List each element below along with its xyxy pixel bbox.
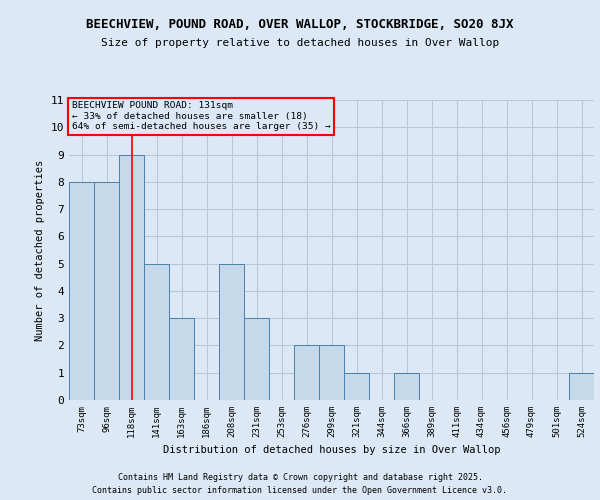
Bar: [219, 264, 244, 400]
Bar: [294, 346, 319, 400]
Text: Size of property relative to detached houses in Over Wallop: Size of property relative to detached ho…: [101, 38, 499, 48]
Bar: [144, 264, 169, 400]
Bar: [244, 318, 269, 400]
Text: Contains public sector information licensed under the Open Government Licence v3: Contains public sector information licen…: [92, 486, 508, 495]
Bar: [69, 182, 94, 400]
Text: Contains HM Land Registry data © Crown copyright and database right 2025.: Contains HM Land Registry data © Crown c…: [118, 472, 482, 482]
Bar: [169, 318, 194, 400]
Text: BEECHVIEW POUND ROAD: 131sqm
← 33% of detached houses are smaller (18)
64% of se: BEECHVIEW POUND ROAD: 131sqm ← 33% of de…: [71, 102, 331, 132]
Bar: [394, 372, 419, 400]
Bar: [344, 372, 369, 400]
Bar: [119, 154, 144, 400]
Y-axis label: Number of detached properties: Number of detached properties: [35, 160, 45, 340]
Text: BEECHVIEW, POUND ROAD, OVER WALLOP, STOCKBRIDGE, SO20 8JX: BEECHVIEW, POUND ROAD, OVER WALLOP, STOC…: [86, 18, 514, 30]
Bar: [569, 372, 594, 400]
Bar: [319, 346, 344, 400]
Bar: [94, 182, 119, 400]
X-axis label: Distribution of detached houses by size in Over Wallop: Distribution of detached houses by size …: [163, 446, 500, 456]
